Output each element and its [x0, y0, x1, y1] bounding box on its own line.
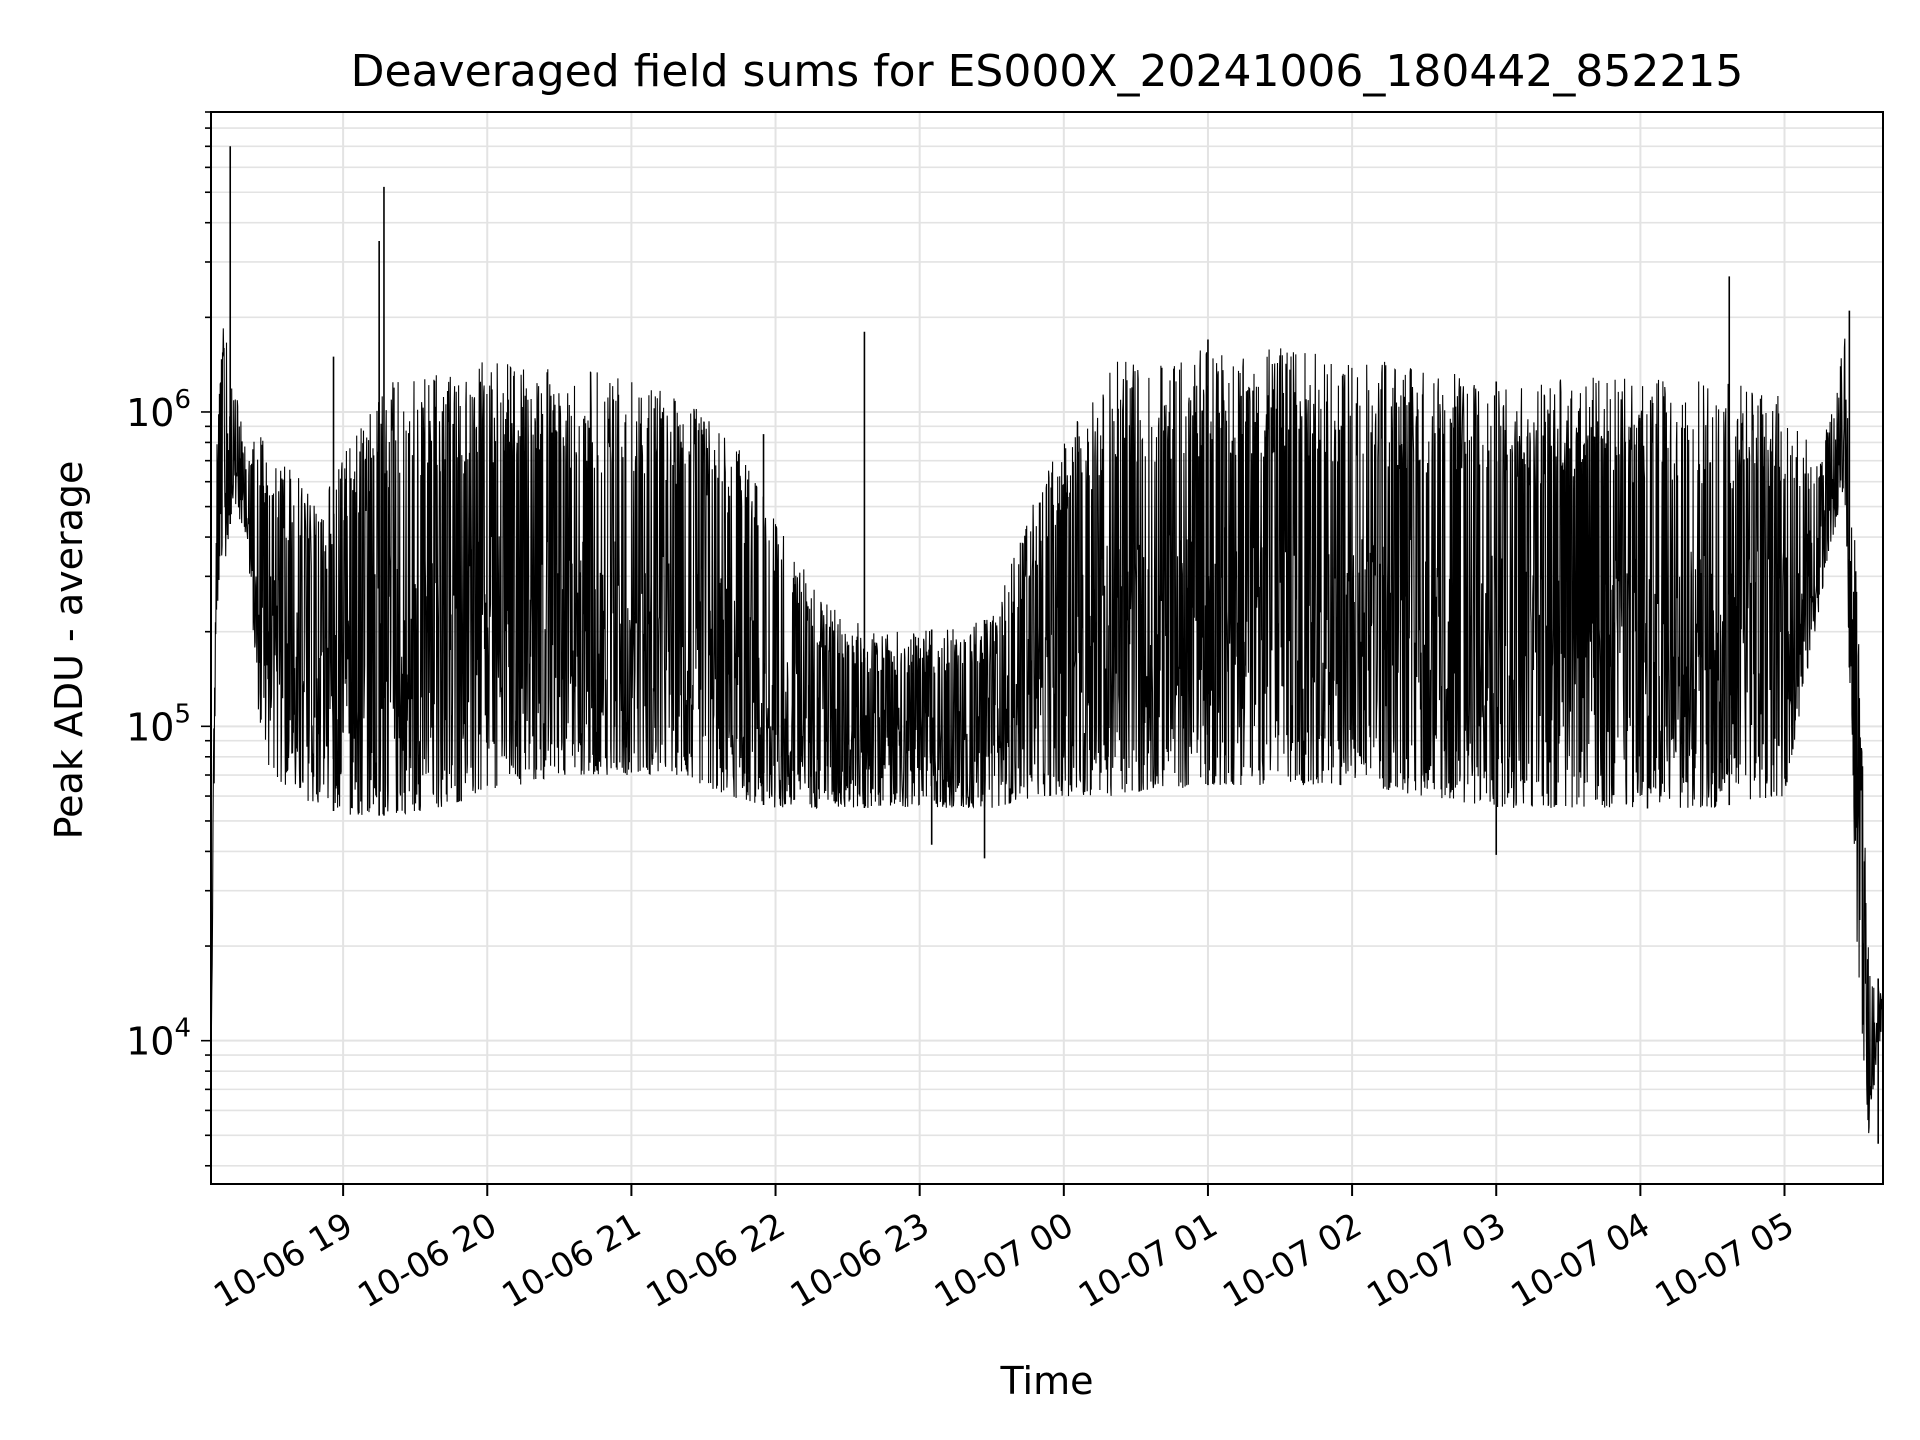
chart-title: Deaveraged field sums for ES000X_2024100…: [351, 46, 1744, 97]
y-axis-label: Peak ADU - average: [47, 461, 91, 840]
series-layer: [210, 146, 1884, 1144]
y-tick-exponent: 5: [174, 699, 191, 729]
y-tick-exponent: 4: [174, 1014, 191, 1044]
x-axis-label: Time: [1000, 1359, 1094, 1403]
axes-frame: [210, 111, 1884, 1185]
y-tick-exponent: 6: [174, 385, 191, 415]
series-line: [210, 328, 1884, 1134]
